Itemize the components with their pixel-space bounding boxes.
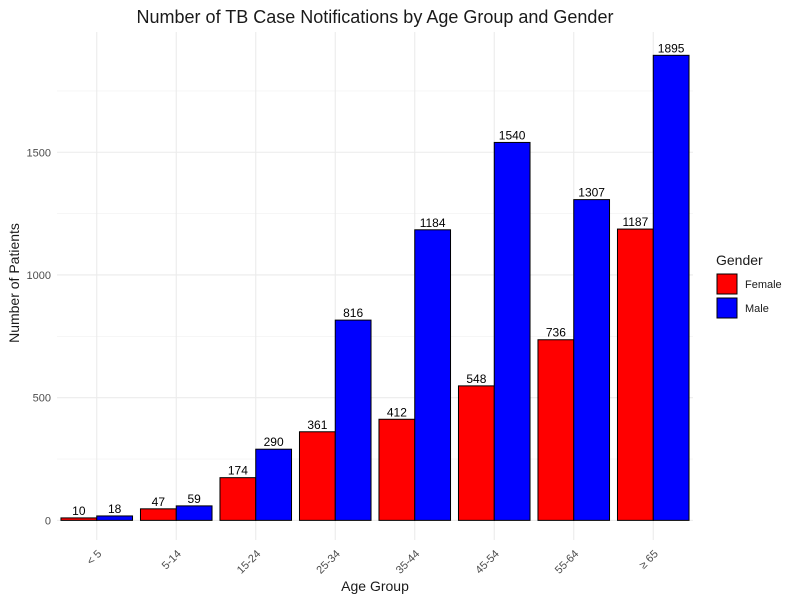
- data-label: 1895: [658, 41, 685, 55]
- legend-key-male: [716, 297, 738, 319]
- bar-male: [652, 54, 690, 521]
- bar-male: [96, 515, 134, 521]
- data-label: 1187: [622, 215, 648, 229]
- bar-male: [175, 505, 213, 521]
- data-label: 1540: [499, 128, 526, 142]
- bar-male: [255, 448, 293, 521]
- bar-female: [219, 477, 257, 521]
- x-tick-label: 55-64: [553, 548, 581, 576]
- chart-title: Number of TB Case Notifications by Age G…: [137, 7, 614, 27]
- y-tick-label: 1500: [27, 147, 51, 159]
- y-tick-label: 500: [33, 393, 51, 405]
- bar-male: [573, 199, 611, 521]
- y-axis-title: Number of Patients: [6, 223, 22, 343]
- data-label: 18: [108, 502, 122, 516]
- data-label: 174: [228, 464, 248, 478]
- bar-male: [493, 141, 531, 521]
- data-label: 548: [466, 372, 486, 386]
- data-label: 10: [72, 504, 86, 518]
- bar-male: [334, 319, 372, 521]
- bar-female: [60, 517, 98, 521]
- bar-female: [537, 339, 575, 521]
- data-label: 59: [187, 492, 201, 506]
- x-tick-label: 25-34: [314, 548, 342, 576]
- legend: Gender Female Male: [716, 252, 782, 319]
- legend-label-male: Male: [745, 303, 769, 315]
- legend-title: Gender: [716, 252, 763, 268]
- x-tick-label: < 5: [85, 548, 105, 568]
- data-label: 290: [264, 435, 284, 449]
- data-label: 1184: [420, 216, 446, 230]
- y-tick-label: 1000: [27, 270, 51, 282]
- x-tick-label: 5-14: [160, 548, 184, 572]
- x-axis-ticks: < 5 5-14 15-24 25-34 35-44 45-54 55-64 ≥ 65: [85, 548, 661, 576]
- data-label: 736: [546, 326, 566, 340]
- x-axis-title: Age Group: [341, 578, 409, 594]
- bar-female: [298, 431, 336, 521]
- legend-label-female: Female: [745, 279, 782, 291]
- data-label: 361: [307, 418, 327, 432]
- data-labels: 10 18 47 59 174 290 361 816 412 1184 548 1540 736 130…: [72, 41, 685, 518]
- data-label: 47: [152, 495, 166, 509]
- bars: [60, 54, 690, 521]
- data-label: 1307: [578, 186, 605, 200]
- data-label: 412: [387, 405, 407, 419]
- x-tick-label: 35-44: [394, 548, 422, 576]
- y-tick-label: 0: [45, 515, 51, 527]
- bar-female: [616, 228, 654, 521]
- bar-male: [414, 229, 452, 521]
- x-tick-label: 15-24: [235, 548, 263, 576]
- bar-female: [457, 385, 495, 521]
- bar-female: [378, 418, 416, 521]
- x-tick-label: ≥ 65: [637, 548, 661, 572]
- bar-female: [139, 508, 177, 521]
- x-tick-label: 45-54: [473, 548, 501, 576]
- data-label: 816: [343, 306, 363, 320]
- legend-key-female: [716, 273, 738, 295]
- y-axis-ticks: 0 500 1000 1500: [27, 147, 51, 527]
